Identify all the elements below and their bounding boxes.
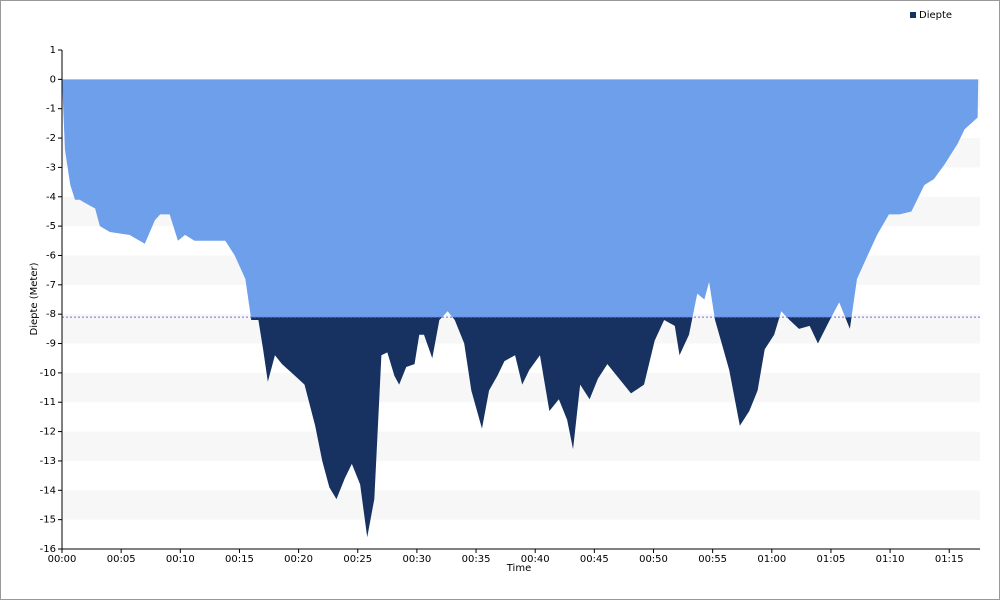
x-tick-label: 00:10 [166,554,195,565]
area-below-reference [250,317,852,538]
y-tick-label: 1 [50,45,56,56]
y-tick-label: -9 [46,339,56,350]
x-tick-label: 00:15 [225,554,254,565]
x-tick-label: 00:30 [402,554,431,565]
x-tick-label: 01:05 [817,554,846,565]
grid-band [62,490,980,520]
x-tick-label: 00:00 [48,554,77,565]
y-tick-label: -12 [40,427,56,438]
y-tick-label: -11 [40,397,56,408]
y-tick-label: -4 [46,192,56,203]
y-tick-label: 0 [50,74,56,85]
x-tick-label: 00:20 [284,554,313,565]
x-tick-label: 00:50 [639,554,668,565]
y-tick-label: -7 [46,280,56,291]
grid-band [62,431,980,461]
y-tick-label: -1 [46,104,56,115]
x-tick-label: 00:55 [698,554,727,565]
y-tick-label: -5 [46,221,56,232]
y-tick-label: -6 [46,250,56,261]
x-tick-label: 01:15 [935,554,964,565]
x-tick-label: 01:00 [757,554,786,565]
y-tick-label: -15 [40,515,56,526]
x-tick-label: 00:35 [462,554,491,565]
y-tick-label: -3 [46,162,56,173]
y-tick-label: -8 [46,309,56,320]
area [62,79,979,318]
y-tick-label: -14 [40,485,56,496]
x-tick-label: 01:10 [876,554,905,565]
y-tick-label: -16 [40,544,56,555]
x-axis-label: Time [506,563,531,574]
y-tick-label: -2 [46,133,56,144]
legend-label: Diepte [919,10,952,21]
x-tick-label: 00:05 [107,554,136,565]
y-tick-label: -10 [40,368,56,379]
y-tick-label: -13 [40,456,56,467]
y-axis-label: Diepte (Meter) [29,262,40,335]
x-tick-label: 00:40 [521,554,550,565]
legend-swatch [910,12,916,18]
x-tick-label: 00:45 [580,554,609,565]
x-tick-label: 00:25 [343,554,372,565]
